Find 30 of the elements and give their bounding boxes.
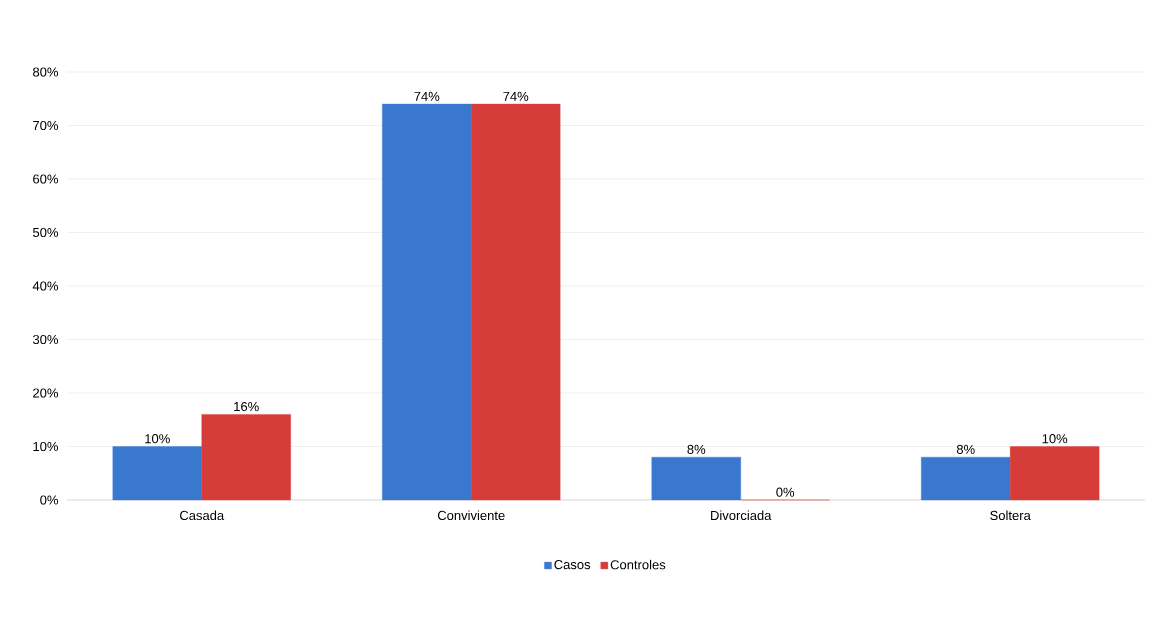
x-tick-label: Conviviente [437,510,505,521]
data-label: 16% [234,401,259,412]
legend-label: Controles [610,559,666,570]
data-label: 0% [776,487,795,497]
data-label: 10% [1042,434,1068,444]
x-tick-label: Soltera [990,510,1031,521]
y-tick-label: 50% [32,227,59,238]
data-label: 8% [956,444,975,454]
y-tick-label: 0% [40,495,59,505]
bar [471,103,561,501]
data-label: 74% [414,91,440,101]
y-tick-label: 40% [32,281,59,291]
bar [201,414,291,501]
data-label: 10% [145,434,170,444]
y-tick-label: 70% [33,120,59,131]
y-tick-label: 20% [33,388,59,398]
y-tick-label: 10% [33,441,59,452]
x-tick-label: Divorciada [711,510,772,521]
legend-label: Casos [554,559,591,570]
bar [112,446,202,501]
x-tick-label: Casada [180,510,225,521]
bar [921,456,1011,501]
y-tick-label: 80% [33,67,59,77]
y-tick-label: 60% [33,174,59,184]
bar [1010,446,1100,501]
bar [651,456,741,501]
data-label: 74% [503,91,529,101]
bar [382,103,472,501]
data-label: 8% [687,444,706,454]
y-tick-label: 30% [32,334,59,345]
